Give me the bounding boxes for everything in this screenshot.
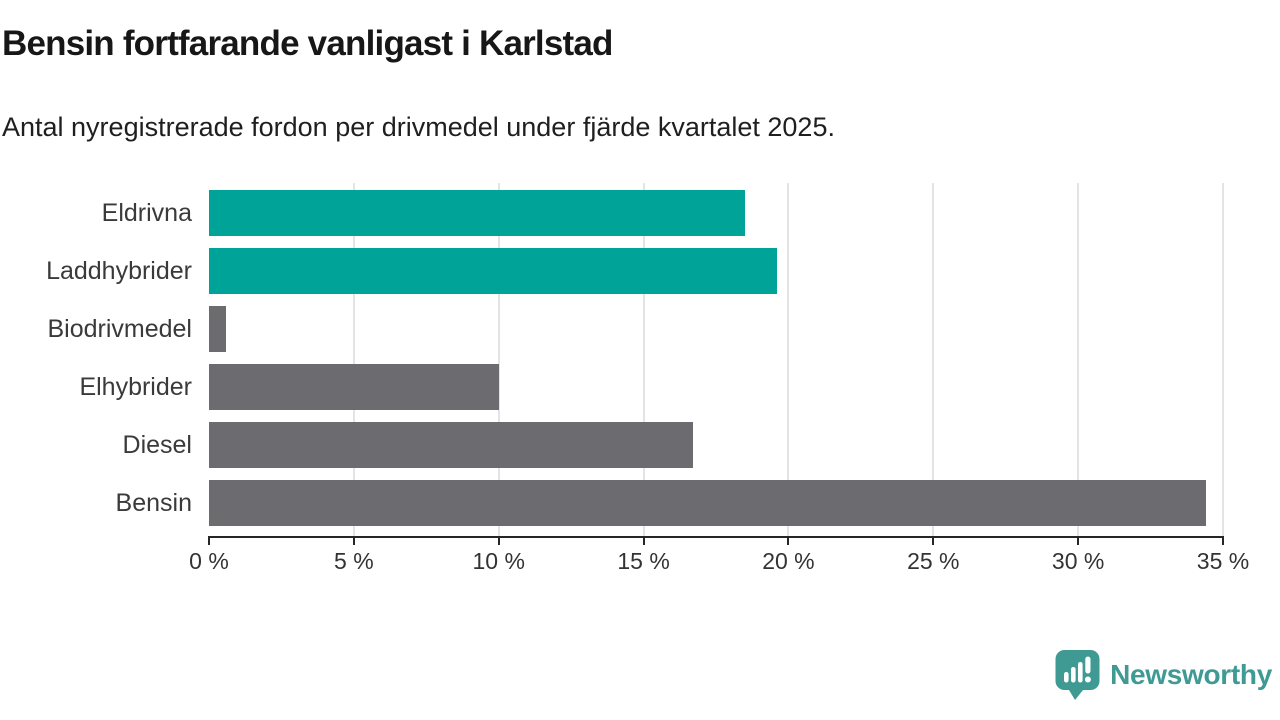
bar-bensin (209, 480, 1206, 526)
chart-title: Bensin fortfarande vanligast i Karlstad (2, 24, 613, 63)
gridline-5pct (352, 183, 355, 536)
plot-area (208, 183, 1224, 545)
x-axis-tick-labels: 0 % 5 % 10 % 15 % 20 % 25 % 30 % 35 % (189, 548, 1249, 578)
x-axis-tick-20pct (787, 536, 790, 545)
x-tick-label-15: 15 % (617, 548, 670, 574)
gridline-25pct (932, 183, 935, 536)
x-axis-tick-25pct (932, 536, 935, 545)
newsworthy-logo[interactable]: Newsworthy (1055, 650, 1272, 700)
x-axis-tick-10pct (497, 536, 500, 545)
y-label-biodrivmedel: Biodrivmedel (47, 315, 192, 343)
x-axis-tick-30pct (1077, 536, 1080, 545)
gridline-30pct (1077, 183, 1080, 536)
x-axis-line (208, 536, 1224, 538)
newsworthy-speech-bubble-chart-icon (1055, 650, 1100, 700)
x-tick-label-0: 0 % (189, 548, 229, 574)
gridline-20pct (787, 183, 790, 536)
x-tick-label-5: 5 % (334, 548, 374, 574)
x-axis-tick-15pct (642, 536, 645, 545)
x-tick-label-10: 10 % (472, 548, 525, 574)
y-label-bensin: Bensin (115, 489, 192, 517)
bar-elhybrider (209, 364, 499, 410)
x-tick-label-25: 25 % (907, 548, 960, 574)
x-axis-tick-0pct (208, 536, 210, 545)
gridline-10pct (497, 183, 500, 536)
bar-diesel (209, 422, 693, 468)
y-label-diesel: Diesel (122, 431, 192, 459)
x-tick-label-35: 35 % (1196, 548, 1250, 574)
bar-laddhybrider (209, 248, 777, 294)
bar-eldrivna (209, 190, 745, 236)
gridline-35pct (1222, 183, 1224, 536)
y-label-elhybrider: Elhybrider (79, 373, 192, 401)
x-tick-label-20: 20 % (762, 548, 815, 574)
bar-biodrivmedel (209, 306, 227, 352)
chart-subtitle: Antal nyregistrerade fordon per drivmede… (2, 112, 835, 142)
newsworthy-logo-text: Newsworthy (1110, 659, 1272, 690)
gridline-15pct (642, 183, 645, 536)
y-axis-labels: Eldrivna Laddhybrider Biodrivmedel Elhyb… (0, 183, 192, 536)
x-axis-tick-35pct (1222, 536, 1224, 545)
y-label-eldrivna: Eldrivna (101, 199, 192, 227)
x-axis-tick-5pct (352, 536, 355, 545)
x-tick-label-30: 30 % (1051, 548, 1105, 574)
y-label-laddhybrider: Laddhybrider (46, 257, 192, 285)
